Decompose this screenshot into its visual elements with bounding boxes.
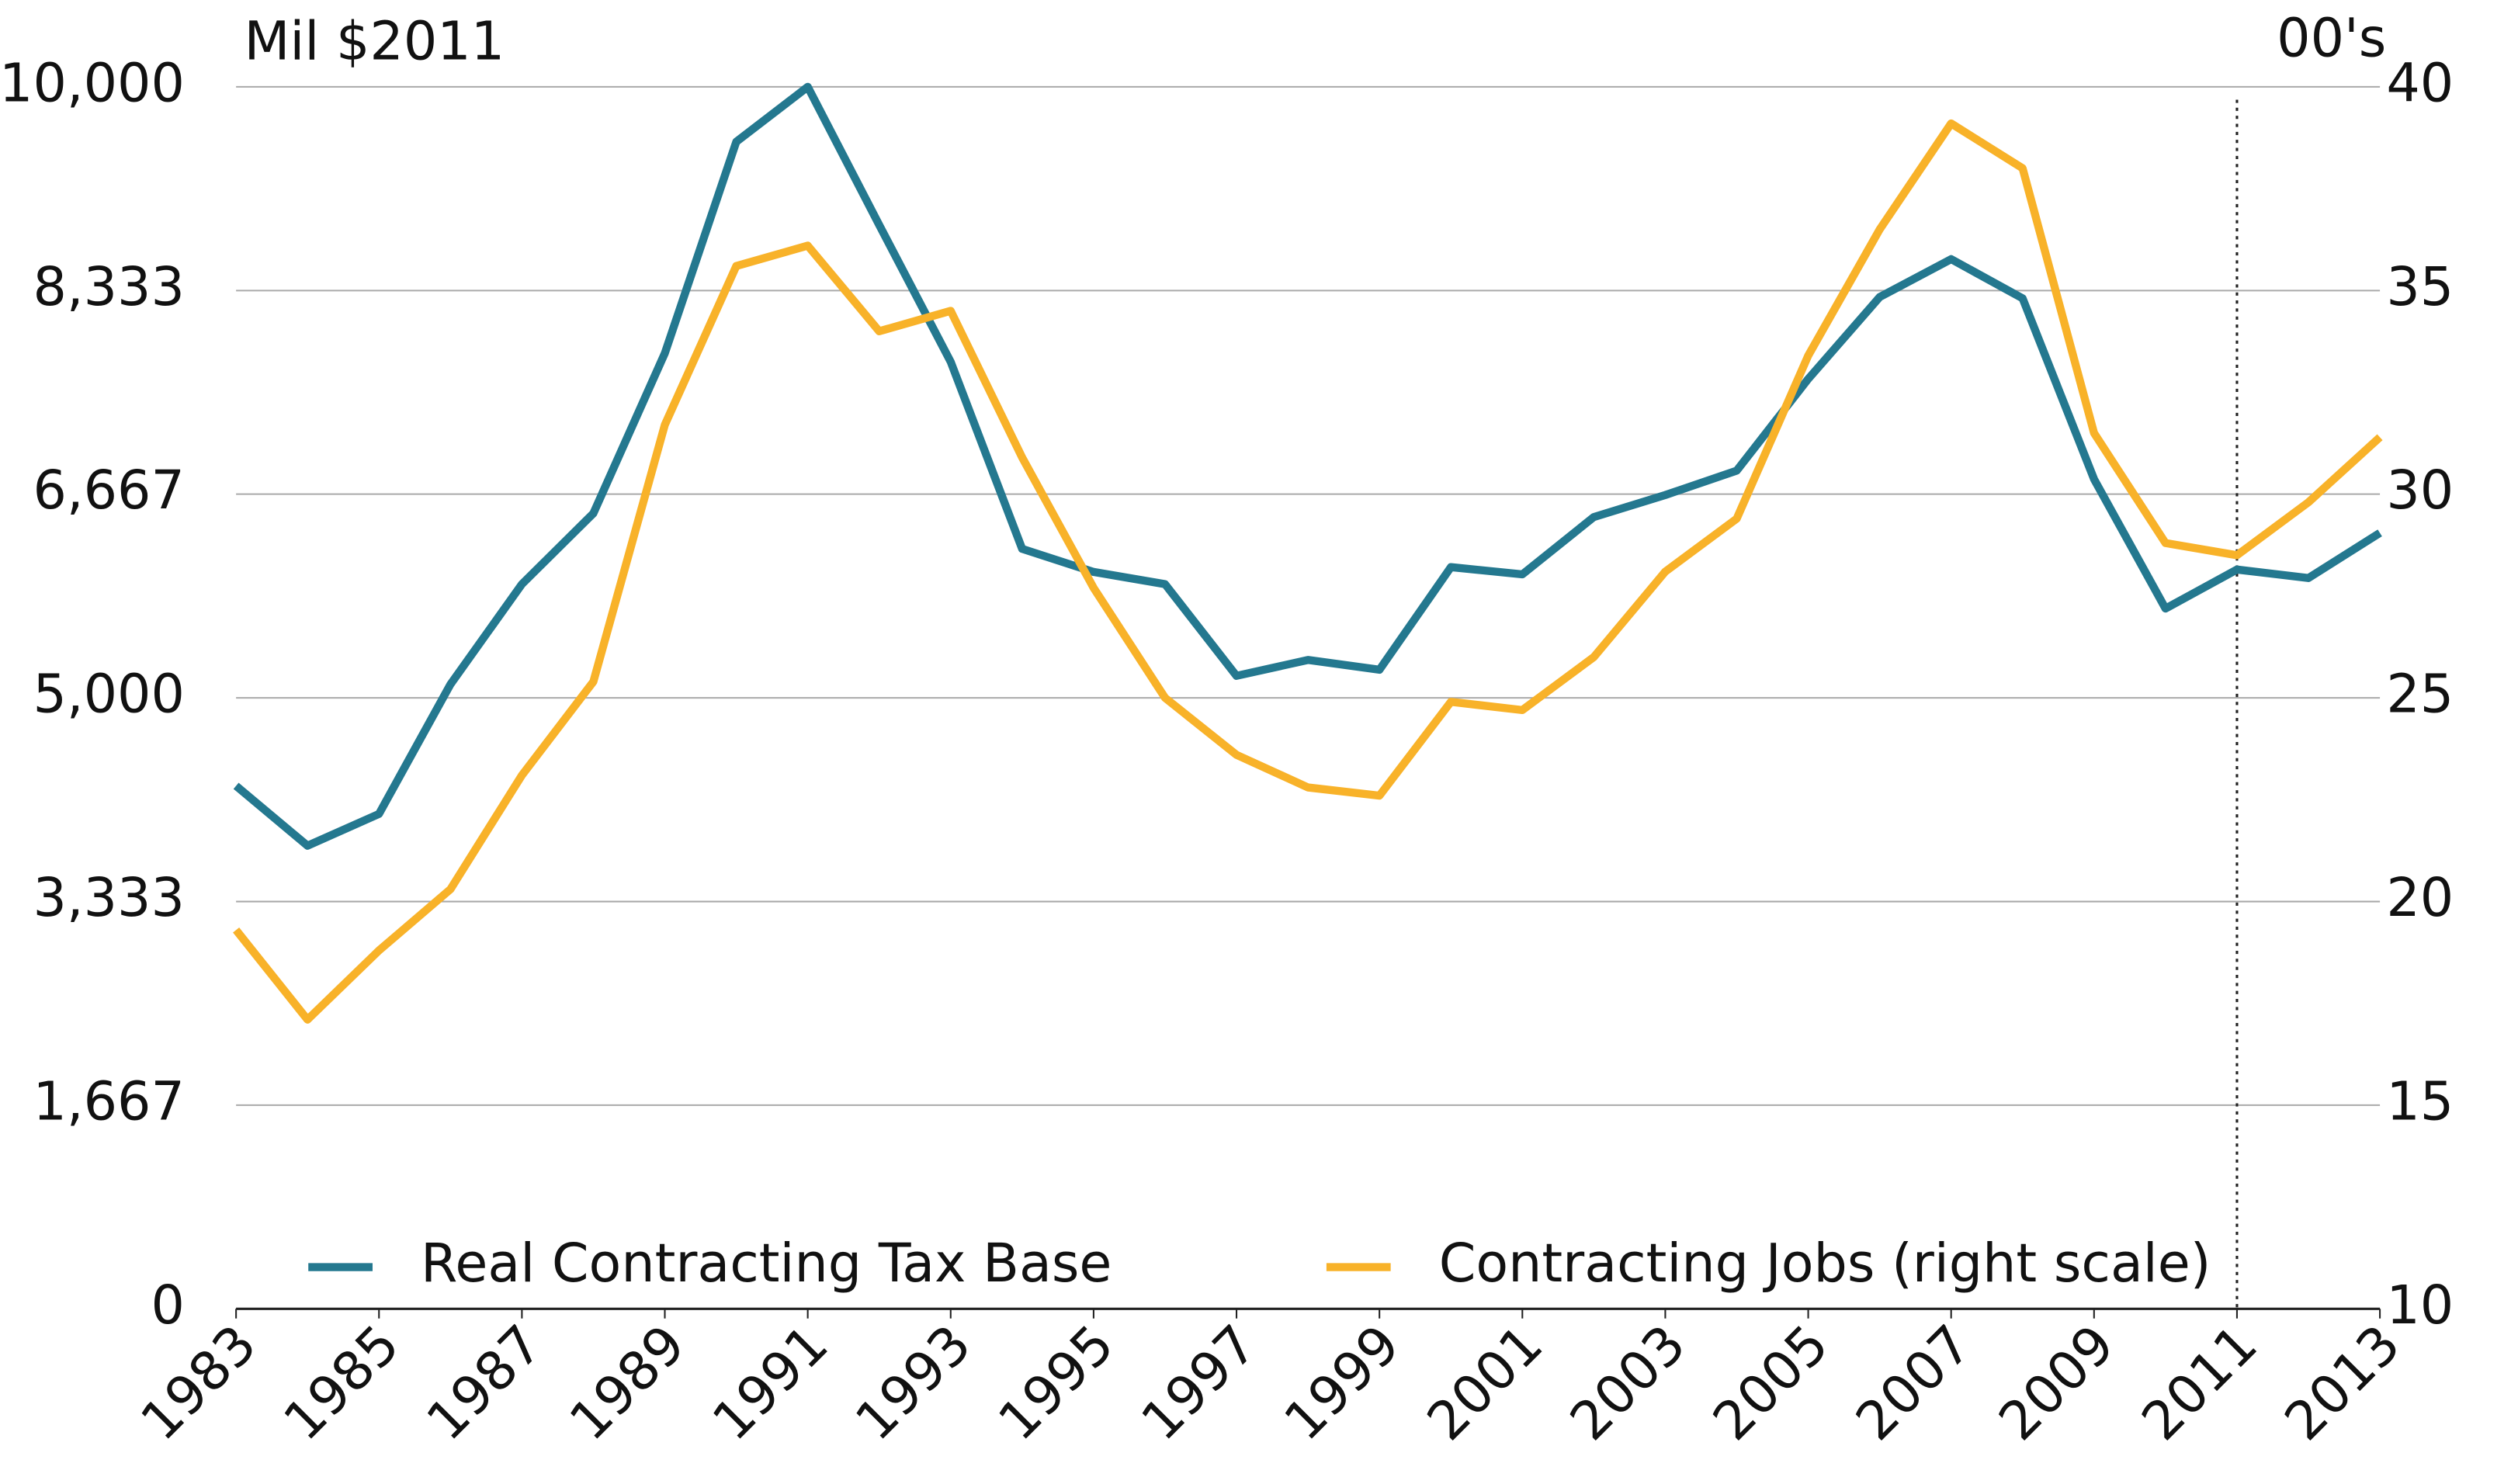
y-tick-label: 5,000 <box>33 664 184 726</box>
y2-tick-label: 10 <box>2386 1275 2454 1337</box>
y2-tick-label: 20 <box>2386 868 2454 929</box>
y-tick-label: 1,667 <box>33 1071 184 1132</box>
y-axis-label: Mil $2011 <box>244 12 505 73</box>
y2-axis-label: 00's <box>2277 9 2386 70</box>
series-line <box>233 82 2382 850</box>
y2-tick-label: 15 <box>2386 1071 2454 1132</box>
y-tick-label: 10,000 <box>0 53 185 114</box>
y-tick-label: 8,333 <box>33 257 184 318</box>
y-tick-label: 6,667 <box>33 460 184 522</box>
legend-label: Contracting Jobs (right scale) <box>1439 1233 2211 1295</box>
y-tick-label: 3,333 <box>33 868 184 929</box>
y2-tick-label: 40 <box>2386 53 2454 114</box>
y-tick-label: 0 <box>151 1275 184 1337</box>
series-line <box>233 119 2383 1024</box>
y2-tick-label: 35 <box>2386 257 2454 318</box>
legend-label: Real Contracting Tax Base <box>421 1233 1112 1295</box>
y2-tick-label: 30 <box>2386 460 2454 522</box>
y2-tick-label: 25 <box>2386 664 2454 726</box>
